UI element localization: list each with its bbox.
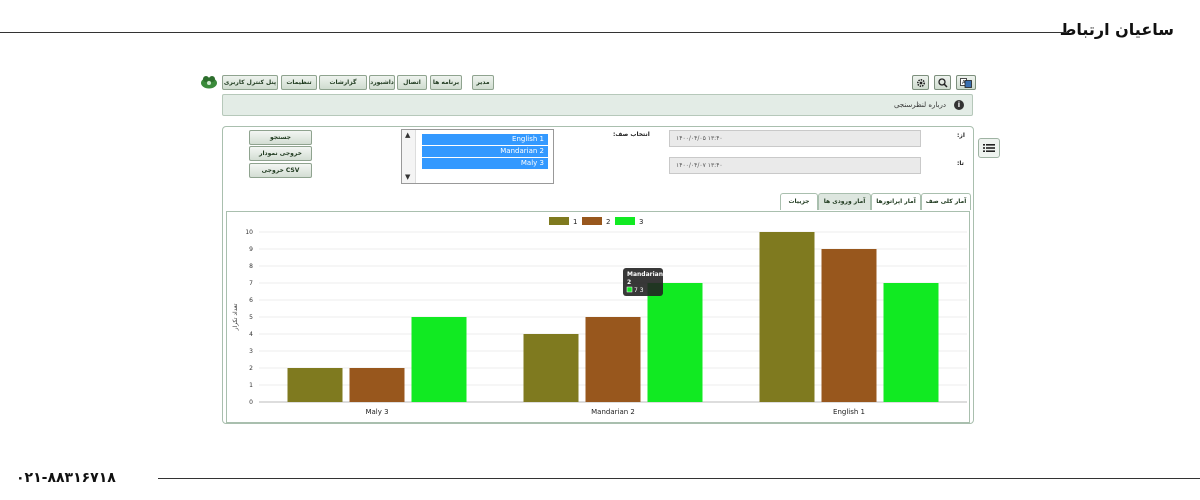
queue-listbox[interactable]: ▲ ▼ English 1 Mandarian 2 Maly 3 bbox=[401, 129, 554, 184]
tab-inbound-stats[interactable]: آمار ورودی ها bbox=[818, 193, 871, 210]
legend-swatch-2 bbox=[582, 217, 602, 225]
bar-2-2 bbox=[821, 249, 877, 402]
x-tick-label: Mandarian 2 bbox=[591, 408, 635, 416]
gear-icon bbox=[916, 78, 925, 87]
scroll-down-icon[interactable]: ▼ bbox=[405, 173, 411, 181]
search-icon bbox=[937, 77, 948, 88]
app-window: پنل کنترل کاربری تنظیمات گزارشات داشبورد… bbox=[200, 72, 976, 427]
tab-operator-stats[interactable]: آمار اپراتورها bbox=[871, 193, 921, 210]
y-tick-label: 7 bbox=[249, 280, 253, 287]
y-tick-label: 9 bbox=[249, 246, 253, 253]
queue-select-label: انتخاب صف: bbox=[613, 131, 650, 138]
y-tick-label: 5 bbox=[249, 314, 253, 321]
tab-queue-overview[interactable]: آمار کلی صف bbox=[921, 193, 971, 210]
y-tick-label: 10 bbox=[245, 229, 253, 236]
bar-2-0 bbox=[349, 368, 405, 402]
tooltip-series: 2 bbox=[627, 279, 631, 286]
y-tick-label: 4 bbox=[249, 331, 253, 338]
legend-swatch-3 bbox=[615, 217, 635, 225]
list-icon bbox=[983, 144, 995, 152]
nav-reports-button[interactable]: گزارشات bbox=[319, 75, 367, 90]
bar-3-2 bbox=[883, 283, 939, 402]
y-tick-label: 0 bbox=[249, 399, 253, 406]
chart-container: 0 1 2 3 4 5 6 7 8 9 10 تعداد تکرار Maly 3 Mandarian 2… bbox=[226, 211, 970, 423]
from-date-label: از: bbox=[957, 132, 965, 139]
listbox-scrollbar[interactable]: ▲ ▼ bbox=[402, 130, 416, 183]
app-logo-icon bbox=[201, 76, 217, 89]
tooltip-title: Mandarian bbox=[627, 271, 663, 278]
tab-details[interactable]: جزییات bbox=[780, 193, 818, 210]
nav-settings-button[interactable]: تنظیمات bbox=[281, 75, 317, 90]
phone-number: ۰۲۱-۸۸۳۱۶۷۱۸ bbox=[16, 470, 116, 486]
search-action-button[interactable]: جستجو bbox=[249, 130, 312, 145]
queue-option[interactable]: Maly 3 bbox=[422, 158, 548, 169]
brand-title: ساعیان ارتباط bbox=[1059, 20, 1174, 39]
export-csv-button[interactable]: خروجی CSV bbox=[249, 163, 312, 178]
nav-dashboard-button[interactable]: داشبورد bbox=[369, 75, 395, 90]
scroll-up-icon[interactable]: ▲ bbox=[405, 131, 411, 139]
search-button[interactable] bbox=[934, 75, 951, 90]
legend-swatch-1 bbox=[549, 217, 569, 225]
bar-1-1 bbox=[523, 334, 579, 402]
language-button[interactable]: A bbox=[956, 75, 976, 90]
nav-user-panel-button[interactable]: پنل کنترل کاربری bbox=[222, 75, 278, 90]
bar-3-0 bbox=[411, 317, 467, 402]
about-survey-bar[interactable]: درباره لنظرسنجی i bbox=[222, 94, 973, 116]
tooltip-swatch bbox=[626, 286, 633, 293]
to-date-label: تا: bbox=[957, 160, 964, 167]
bottom-divider bbox=[158, 478, 1200, 479]
to-date-field[interactable]: ۱۴۰۰/۰۴/۰۷ ۱۳:۴۰ bbox=[669, 157, 921, 174]
queue-option[interactable]: Mandarian 2 bbox=[422, 146, 548, 157]
bar-1-0 bbox=[287, 368, 343, 402]
side-menu-button[interactable] bbox=[978, 138, 1000, 158]
x-tick-label: Maly 3 bbox=[365, 408, 388, 416]
svg-text:A: A bbox=[962, 80, 966, 86]
report-panel: جستجو خروجی نمودار خروجی CSV ▲ ▼ English… bbox=[222, 126, 974, 424]
legend-label: 2 bbox=[606, 218, 610, 226]
export-chart-button[interactable]: خروجی نمودار bbox=[249, 146, 312, 161]
top-divider bbox=[0, 32, 1068, 33]
y-tick-label: 8 bbox=[249, 263, 253, 270]
nav-admin-button[interactable]: مدیر bbox=[472, 75, 494, 90]
settings-gear-button[interactable] bbox=[912, 75, 929, 90]
nav-connection-button[interactable]: اتصال bbox=[397, 75, 427, 90]
y-tick-label: 2 bbox=[249, 365, 253, 372]
y-axis-label: تعداد تکرار bbox=[232, 303, 239, 331]
chart-tooltip bbox=[623, 268, 663, 296]
nav-programs-button[interactable]: برنامه ها bbox=[430, 75, 462, 90]
bar-chart: 0 1 2 3 4 5 6 7 8 9 10 تعداد تکرار Maly 3 Mandarian 2… bbox=[232, 217, 967, 416]
queue-option[interactable]: English 1 bbox=[422, 134, 548, 145]
legend-label: 1 bbox=[573, 218, 577, 226]
from-date-field[interactable]: ۱۴۰۰/۰۴/۰۵ ۱۳:۴۰ bbox=[669, 130, 921, 147]
y-tick-label: 3 bbox=[249, 348, 253, 355]
bar-1-2 bbox=[759, 232, 815, 402]
y-tick-label: 1 bbox=[249, 382, 253, 389]
bar-2-1 bbox=[585, 317, 641, 402]
legend-label: 3 bbox=[639, 218, 643, 226]
bar-3-1 bbox=[647, 283, 703, 402]
about-survey-text: درباره لنظرسنجی bbox=[893, 101, 946, 109]
main-toolbar: پنل کنترل کاربری تنظیمات گزارشات داشبورد… bbox=[200, 72, 976, 92]
info-icon: i bbox=[954, 100, 964, 110]
y-tick-label: 6 bbox=[249, 297, 253, 304]
translate-icon: A bbox=[960, 77, 972, 88]
x-tick-label: English 1 bbox=[833, 408, 865, 416]
tooltip-value: 7 3 bbox=[634, 287, 644, 294]
